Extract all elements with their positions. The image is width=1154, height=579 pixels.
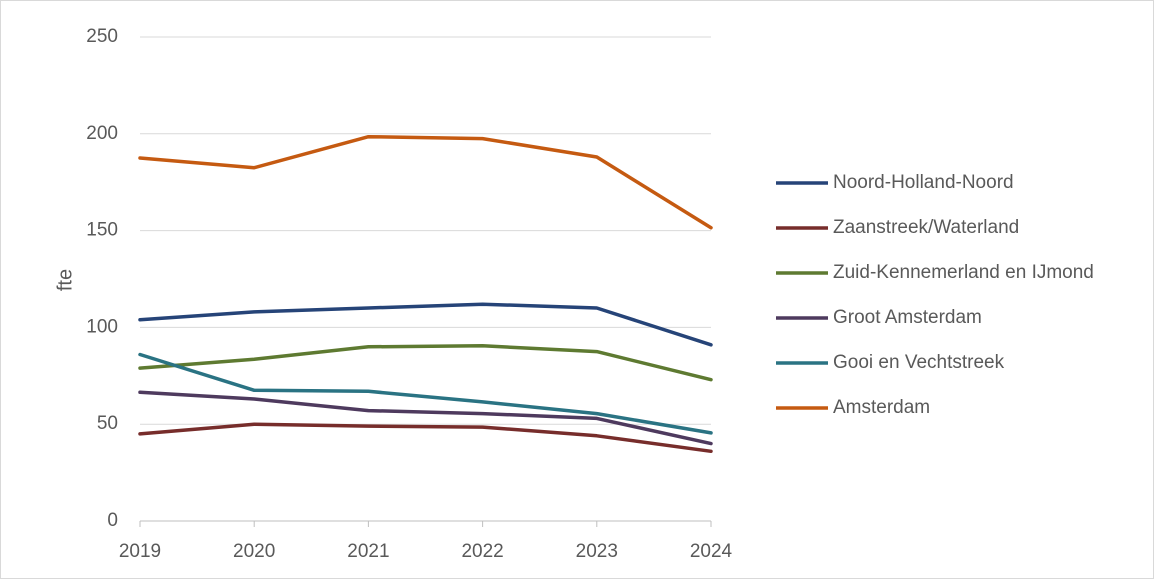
legend-label: Zaanstreek/Waterland — [833, 217, 1019, 238]
legend: Noord-Holland-Noord Zaanstreek/Waterland Z… — [776, 172, 1094, 418]
series-line-4 — [138, 352, 713, 435]
legend-label: Groot Amsterdam — [833, 307, 982, 328]
legend-label: Zuid-Kennemerland en IJmond — [833, 262, 1094, 283]
series-line-2 — [138, 344, 713, 382]
y-axis-title: fte — [54, 269, 76, 291]
legend-label: Amsterdam — [833, 397, 930, 418]
y-tick-label: 250 — [86, 26, 118, 47]
x-tick-label: 2021 — [347, 541, 389, 562]
legend-label: Gooi en Vechtstreek — [833, 352, 1005, 373]
y-tick-label: 100 — [86, 316, 118, 337]
series-line-3 — [138, 390, 713, 446]
series-line-1 — [138, 422, 713, 454]
x-tick-label: 2019 — [119, 541, 161, 562]
x-tick-label: 2022 — [461, 541, 503, 562]
series-line-0 — [138, 302, 713, 347]
y-tick-label: 0 — [107, 510, 118, 531]
legend-label: Noord-Holland-Noord — [833, 172, 1014, 193]
y-tick-label: 200 — [86, 123, 118, 144]
y-tick-label: 50 — [97, 413, 118, 434]
x-tick-label: 2020 — [233, 541, 275, 562]
x-tick-label: 2023 — [576, 541, 618, 562]
y-axis-ticks: 0 50 100 150 200 250 — [86, 26, 118, 531]
series-lines — [138, 134, 713, 454]
x-axis: 2019 2020 2021 2022 2023 2024 — [119, 520, 733, 562]
y-tick-label: 150 — [86, 220, 118, 241]
gridlines — [140, 36, 711, 425]
x-tick-label: 2024 — [690, 541, 733, 562]
series-line-5 — [138, 134, 713, 230]
